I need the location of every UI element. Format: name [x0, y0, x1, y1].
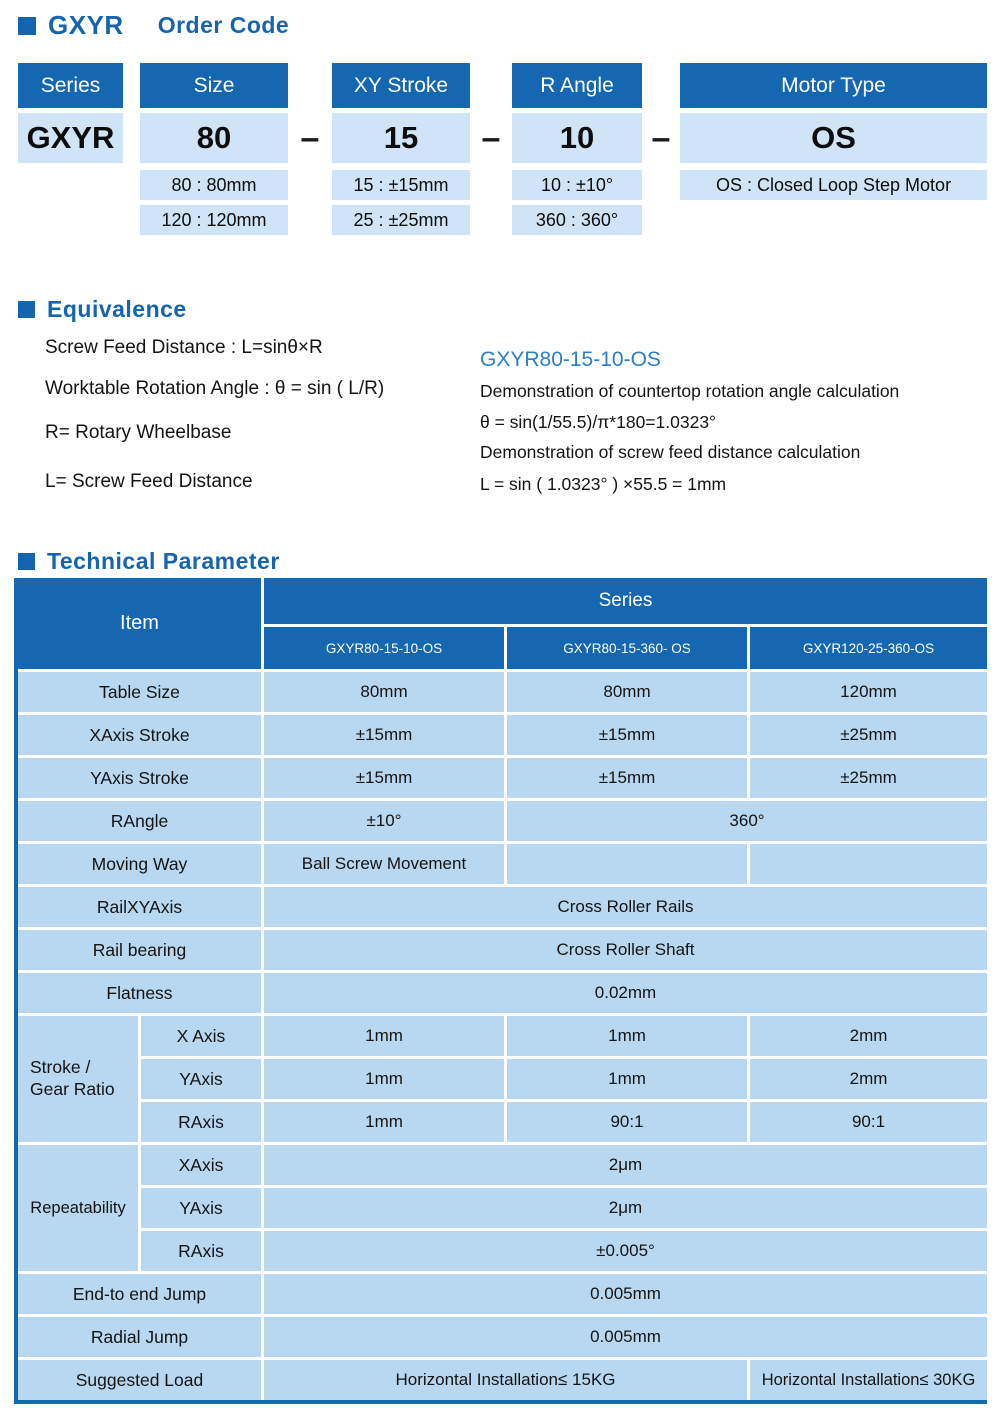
order-option-xy-1: 15 : ±15mm	[332, 170, 470, 200]
equivalence-formula-3: R= Rotary Wheelbase	[45, 422, 232, 443]
row-label-yaxis-stroke: YAxis Stroke	[18, 758, 261, 798]
order-header-series: Series	[18, 63, 123, 108]
row-label-xaxis-stroke: XAxis Stroke	[18, 715, 261, 755]
cell-radial-jump: 0.005mm	[264, 1317, 987, 1357]
cell-rail-bearing: Cross Roller Shaft	[264, 930, 987, 970]
th-series: Series	[264, 578, 987, 624]
section-bullet-icon	[18, 301, 35, 318]
row-sublabel-rep-x-axis: XAxis	[141, 1145, 261, 1185]
order-separator-dash: –	[300, 118, 320, 157]
example-model-title: GXYR80-15-10-OS	[480, 348, 661, 371]
cell-xaxis-stroke-3: ±25mm	[750, 715, 987, 755]
cell-stroke-r-2: 90:1	[507, 1102, 747, 1142]
order-code-title-rest: Order Code	[157, 12, 290, 38]
row-label-repeatability: Repeatability	[18, 1145, 138, 1271]
cell-stroke-r-3: 90:1	[750, 1102, 987, 1142]
order-value-motor-type: OS	[680, 113, 987, 163]
row-label-moving-way: Moving Way	[18, 844, 261, 884]
th-model-3: GXYR120-25-360-OS	[750, 627, 987, 669]
cell-rail-xyaxis: Cross Roller Rails	[264, 887, 987, 927]
order-option-r-1: 10 : ±10°	[512, 170, 642, 200]
equivalence-title: Equivalence	[18, 296, 187, 323]
section-bullet-icon	[18, 553, 35, 570]
cell-rangle-1: ±10°	[264, 801, 504, 841]
technical-parameter-title: Technical Parameter	[18, 548, 280, 575]
cell-stroke-r-1: 1mm	[264, 1102, 504, 1142]
row-label-end-jump: End-to end Jump	[18, 1274, 261, 1314]
cell-moving-way-2	[507, 844, 747, 884]
order-option-xy-2: 25 : ±25mm	[332, 205, 470, 235]
order-value-xy-stroke: 15	[332, 113, 470, 163]
row-label-rail-xyaxis: RailXYAxis	[18, 887, 261, 927]
example-line-3: Demonstration of screw feed distance cal…	[480, 442, 861, 462]
cell-stroke-y-3: 2mm	[750, 1059, 987, 1099]
cell-end-jump: 0.005mm	[264, 1274, 987, 1314]
order-option-size-2: 120 : 120mm	[140, 205, 288, 235]
cell-moving-way-1: Ball Screw Movement	[264, 844, 504, 884]
equivalence-formula-4: L= Screw Feed Distance	[45, 471, 253, 492]
row-sublabel-rep-r-axis: RAxis	[141, 1231, 261, 1271]
example-line-4: L = sin ( 1.0323° ) ×55.5 = 1mm	[480, 474, 727, 494]
row-sublabel-x-axis: X Axis	[141, 1016, 261, 1056]
row-label-suggested-load: Suggested Load	[18, 1360, 261, 1400]
order-separator-dash: –	[481, 118, 501, 157]
order-option-r-2: 360 : 360°	[512, 205, 642, 235]
cell-moving-way-3	[750, 844, 987, 884]
example-line-2: θ = sin(1/55.5)/π*180=1.0323°	[480, 412, 717, 432]
cell-stroke-x-2: 1mm	[507, 1016, 747, 1056]
technical-parameter-table: Item Series GXYR80-15-10-OS GXYR80-15-36…	[14, 578, 987, 1404]
cell-suggested-load-12: Horizontal Installation≤ 15KG	[264, 1360, 747, 1400]
order-value-series: GXYR	[18, 113, 123, 163]
cell-stroke-x-3: 2mm	[750, 1016, 987, 1056]
order-header-xy-stroke: XY Stroke	[332, 63, 470, 108]
order-value-size: 80	[140, 113, 288, 163]
cell-suggested-load-3: Horizontal Installation≤ 30KG	[750, 1360, 987, 1400]
equivalence-title-text: Equivalence	[47, 296, 187, 322]
cell-table-size-2: 80mm	[507, 672, 747, 712]
row-label-stroke-gear-ratio: Stroke / Gear Ratio	[18, 1016, 138, 1142]
row-label-rail-bearing: Rail bearing	[18, 930, 261, 970]
order-code-title-series: GXYR	[48, 10, 124, 40]
cell-stroke-y-1: 1mm	[264, 1059, 504, 1099]
stroke-gear-label-line2: Gear Ratio	[30, 1079, 115, 1099]
cell-rep-x: 2μm	[264, 1145, 987, 1185]
cell-yaxis-stroke-3: ±25mm	[750, 758, 987, 798]
th-model-2: GXYR80-15-360- OS	[507, 627, 747, 669]
cell-xaxis-stroke-1: ±15mm	[264, 715, 504, 755]
order-header-motor-type: Motor Type	[680, 63, 987, 108]
row-sublabel-r-axis: RAxis	[141, 1102, 261, 1142]
cell-yaxis-stroke-1: ±15mm	[264, 758, 504, 798]
order-header-size: Size	[140, 63, 288, 108]
equivalence-formula-2: Worktable Rotation Angle : θ = sin ( L/R…	[45, 378, 385, 399]
order-code-title: GXYR Order Code	[18, 10, 289, 41]
th-model-1: GXYR80-15-10-OS	[264, 627, 504, 669]
cell-stroke-x-1: 1mm	[264, 1016, 504, 1056]
cell-yaxis-stroke-2: ±15mm	[507, 758, 747, 798]
technical-parameter-title-text: Technical Parameter	[47, 548, 280, 574]
th-item: Item	[18, 578, 261, 669]
row-label-flatness: Flatness	[18, 973, 261, 1013]
row-label-table-size: Table Size	[18, 672, 261, 712]
cell-rangle-23: 360°	[507, 801, 987, 841]
cell-stroke-y-2: 1mm	[507, 1059, 747, 1099]
stroke-gear-label-line1: Stroke /	[30, 1057, 91, 1078]
cell-xaxis-stroke-2: ±15mm	[507, 715, 747, 755]
row-label-radial-jump: Radial Jump	[18, 1317, 261, 1357]
order-option-motor-1: OS : Closed Loop Step Motor	[680, 170, 987, 200]
row-label-rangle: RAngle	[18, 801, 261, 841]
cell-flatness: 0.02mm	[264, 973, 987, 1013]
cell-rep-y: 2μm	[264, 1188, 987, 1228]
order-value-r-angle: 10	[512, 113, 642, 163]
row-sublabel-y-axis: YAxis	[141, 1059, 261, 1099]
cell-table-size-1: 80mm	[264, 672, 504, 712]
equivalence-formula-1: Screw Feed Distance : L=sinθ×R	[45, 337, 323, 358]
cell-table-size-3: 120mm	[750, 672, 987, 712]
order-separator-dash: –	[651, 118, 671, 157]
order-header-r-angle: R Angle	[512, 63, 642, 108]
row-sublabel-rep-y-axis: YAxis	[141, 1188, 261, 1228]
section-bullet-icon	[18, 16, 36, 35]
cell-rep-r: ±0.005°	[264, 1231, 987, 1271]
order-option-size-1: 80 : 80mm	[140, 170, 288, 200]
example-line-1: Demonstration of countertop rotation ang…	[480, 381, 900, 401]
